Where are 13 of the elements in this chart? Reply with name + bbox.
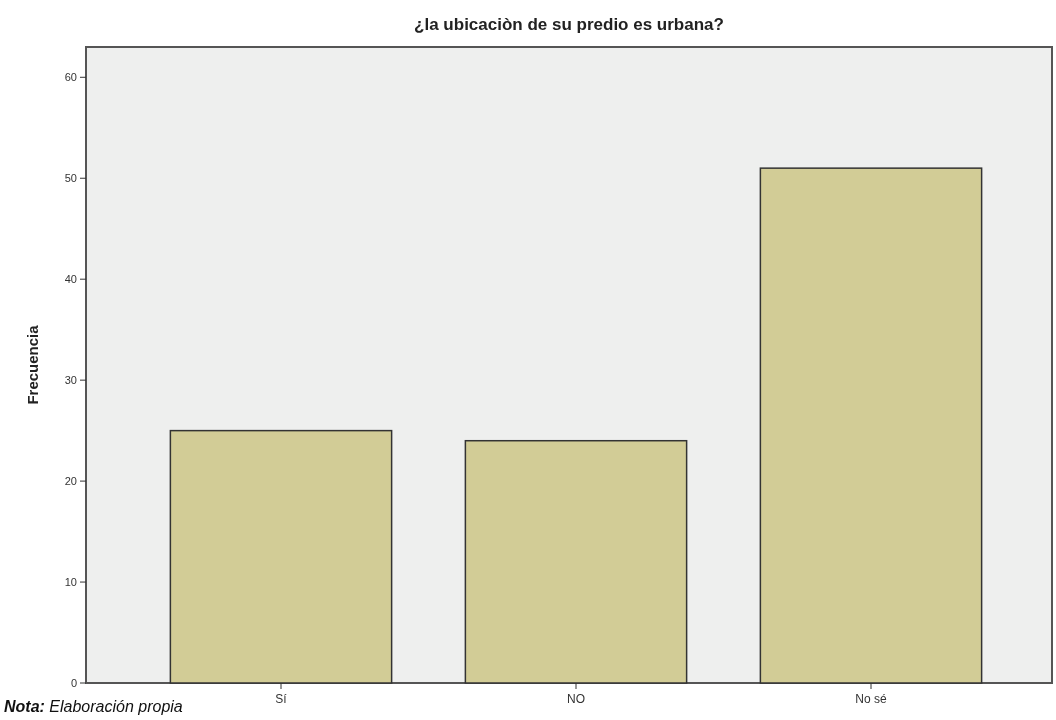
x-tick-label: Sí <box>275 692 288 706</box>
x-tick-label: No sé <box>855 692 887 706</box>
y-tick-label: 60 <box>64 71 77 84</box>
y-tick-label: 40 <box>64 273 77 286</box>
y-tick-label: 0 <box>70 676 77 689</box>
x-tick-label: NO <box>567 692 585 706</box>
y-tick-label: 10 <box>64 575 77 588</box>
y-tick-label: 50 <box>64 172 77 185</box>
text: Nota: Elaboración propia <box>4 698 183 715</box>
y-tick-label: 30 <box>64 373 77 386</box>
y-tick-label: 20 <box>64 474 77 487</box>
y-axis-title: Frecuencia <box>24 324 41 405</box>
chart-title: ¿la ubicaciòn de su predio es urbana? <box>414 15 724 34</box>
